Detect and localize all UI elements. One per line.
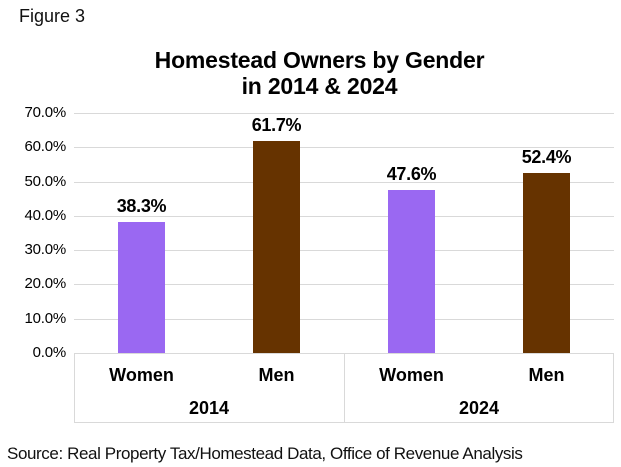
y-tick-label: 50.0% xyxy=(24,172,66,190)
bar-men-2014 xyxy=(253,141,300,353)
gridline-10 xyxy=(74,318,614,320)
bar-value-label: 52.4% xyxy=(521,147,572,168)
chart-title-line-2: in 2014 & 2024 xyxy=(241,73,398,99)
gridline-60 xyxy=(74,147,614,149)
bar-men-2024 xyxy=(523,173,570,353)
category-label-women-2014: Women xyxy=(109,365,174,385)
y-tick-label: 0.0% xyxy=(32,344,67,361)
gridline-40 xyxy=(74,215,614,217)
category-axis: Women Men Women Men 2014 2024 xyxy=(74,353,614,423)
y-tick-label: 20.0% xyxy=(24,275,66,293)
chart-title-line-1: Homestead Owners by Gender xyxy=(154,47,485,73)
category-label-women-2024: Women xyxy=(379,365,444,385)
category-label-men-2024: Men xyxy=(528,365,565,385)
bar-women-2014 xyxy=(118,221,165,353)
y-tick-label: 60.0% xyxy=(24,138,66,156)
group-label-2024: 2024 xyxy=(458,398,500,418)
bar-value-label: 47.6% xyxy=(386,163,437,184)
y-tick-label: 70.0% xyxy=(24,104,66,121)
gridline-50 xyxy=(74,181,614,183)
gridline-20 xyxy=(74,284,614,286)
y-tick-label: 40.0% xyxy=(24,206,66,224)
category-label-men-2014: Men xyxy=(258,365,295,385)
y-tick-label: 30.0% xyxy=(24,241,66,259)
bar-women-2024 xyxy=(388,189,435,353)
gridline-70 xyxy=(74,113,614,114)
y-tick-label: 10.0% xyxy=(24,309,66,327)
bar-value-label: 61.7% xyxy=(251,115,302,136)
gridline-30 xyxy=(74,250,614,252)
figure-label: Figure 3 xyxy=(19,6,86,26)
chart-title: Homestead Owners by Gender in 2014 & 202… xyxy=(18,47,621,99)
group-label-2014: 2014 xyxy=(188,398,230,418)
y-axis: 70.0% 60.0% 50.0% 40.0% 30.0% 20.0% 10.0% 0.0% xyxy=(0,0,66,420)
group-divider xyxy=(344,354,345,422)
plot-area: 38.3% 61.7% 47.6% 52.4% xyxy=(74,113,614,354)
source-note: Source: Real Property Tax/Homestead Data… xyxy=(7,444,523,463)
bar-value-label: 38.3% xyxy=(116,195,167,216)
